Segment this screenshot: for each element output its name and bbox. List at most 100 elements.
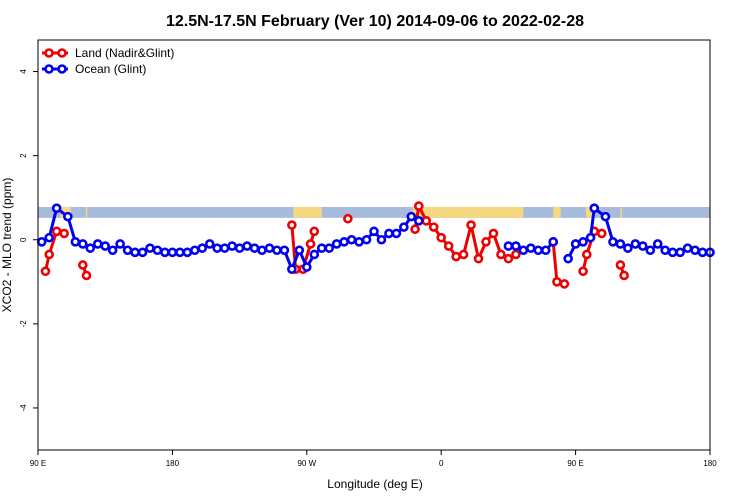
data-point (227, 241, 237, 251)
data-point (242, 241, 252, 251)
data-point (137, 247, 148, 258)
legend-label: Land (Nadir&Glint) (75, 46, 174, 60)
data-point (204, 239, 215, 249)
data-point (309, 226, 320, 237)
legend-swatch-marker (44, 48, 54, 58)
data-point (78, 260, 88, 270)
data-point (503, 253, 514, 264)
data-point (51, 203, 62, 214)
data-point (559, 279, 570, 289)
data-point (690, 245, 700, 256)
x-tick-label: 180 (703, 459, 717, 468)
data-point (623, 243, 633, 253)
data-point (413, 201, 424, 211)
data-point (361, 234, 372, 245)
data-point (525, 243, 536, 253)
data-point (585, 232, 596, 243)
data-point (100, 241, 110, 251)
data-point (413, 216, 424, 226)
data-point (63, 211, 73, 222)
data-point (421, 216, 432, 226)
data-point (294, 245, 305, 256)
data-point (443, 241, 454, 251)
data-point (596, 228, 607, 239)
x-tick-label: 0 (439, 459, 444, 468)
data-point (533, 245, 544, 256)
data-point (660, 245, 671, 256)
data-point (615, 239, 626, 249)
data-point (219, 243, 230, 253)
plot-frame (37, 39, 711, 451)
land-strip-segment (586, 206, 594, 218)
data-point (44, 232, 55, 243)
data-point (309, 249, 320, 260)
data-point (279, 245, 290, 256)
data-point (287, 220, 297, 230)
data-point (552, 276, 562, 287)
data-point (316, 243, 327, 253)
land-strip-segment (293, 206, 322, 218)
y-tick-label: -4 (19, 404, 28, 412)
data-point (234, 243, 245, 253)
data-point (78, 239, 88, 249)
data-point (451, 251, 461, 262)
legend-label: Ocean (Glint) (75, 62, 146, 76)
data-point (107, 245, 118, 256)
data-point (85, 243, 96, 253)
data-point (354, 237, 364, 247)
data-point (197, 243, 208, 253)
x-tick-label: 90 E (30, 459, 46, 468)
data-point (59, 228, 69, 239)
data-point (175, 247, 185, 258)
data-point (145, 243, 155, 253)
data-point (92, 239, 103, 249)
data-point (301, 262, 312, 272)
plot-area (36, 201, 715, 289)
data-point (570, 239, 581, 249)
y-tick-label: -2 (19, 320, 28, 328)
data-point (697, 247, 708, 258)
data-point (518, 245, 529, 256)
data-point (182, 247, 193, 258)
x-axis-label: Longitude (deg E) (327, 477, 422, 491)
data-point (346, 234, 357, 245)
data-point (272, 245, 282, 256)
data-point (190, 245, 200, 256)
data-point (675, 247, 685, 258)
data-point (81, 270, 92, 281)
x-tick-label: 180 (166, 459, 180, 468)
data-point (563, 253, 573, 264)
land-strip-segment (412, 206, 524, 218)
data-point (384, 228, 394, 239)
data-point (548, 237, 559, 247)
data-point (122, 245, 133, 256)
data-point (44, 249, 55, 260)
data-point (343, 213, 353, 224)
land-strip-segment (85, 206, 88, 218)
y-tick-label: 2 (19, 153, 28, 158)
data-point (608, 237, 618, 247)
data-point (257, 245, 267, 256)
data-point (212, 243, 222, 253)
land-strip-segment (553, 206, 561, 218)
data-point (376, 234, 387, 245)
data-point (130, 247, 140, 258)
data-point (331, 239, 342, 249)
data-point (391, 228, 402, 239)
data-point (305, 239, 316, 249)
data-point (682, 243, 693, 253)
data-point (160, 247, 170, 258)
data-point (578, 266, 588, 277)
x-tick-label: 90 W (297, 459, 316, 468)
data-point (637, 241, 648, 251)
data-point (503, 241, 514, 251)
data-point (667, 247, 678, 258)
axes: 90 E 180 90 W 0 90 E 180 -4 -2 0 2 4 (19, 69, 717, 468)
data-point (511, 241, 521, 251)
data-point (36, 237, 47, 247)
ocean-strip (38, 206, 710, 218)
legend-swatch-marker (44, 64, 54, 74)
data-point (410, 224, 420, 235)
y-tick-label: 0 (19, 237, 28, 242)
